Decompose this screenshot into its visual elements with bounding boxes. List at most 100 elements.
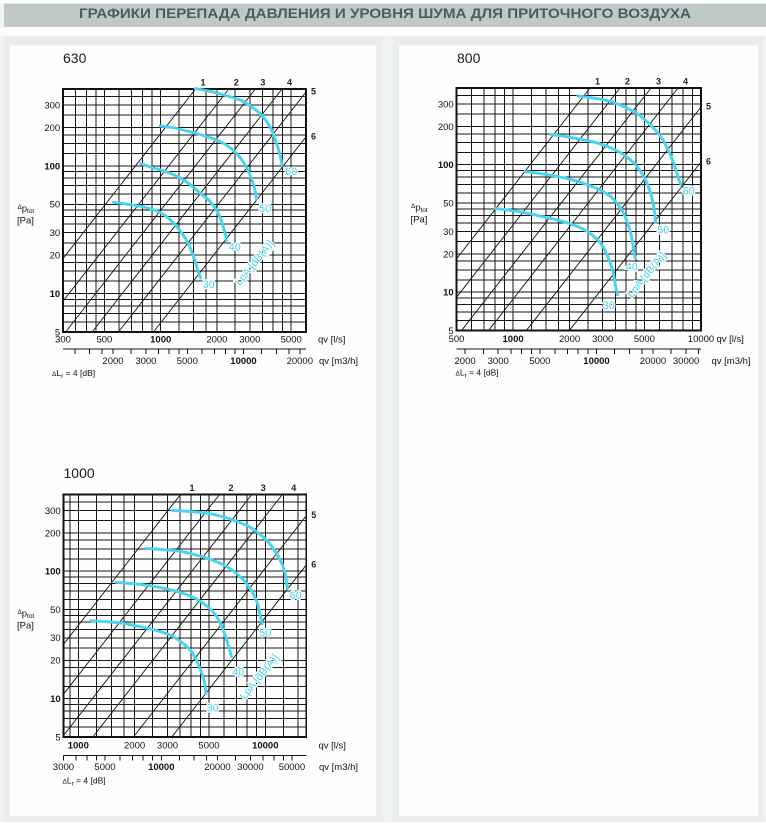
svg-text:60: 60 xyxy=(290,590,302,602)
svg-text:1: 1 xyxy=(200,78,205,88)
svg-text:800: 800 xyxy=(457,50,481,66)
svg-text:6: 6 xyxy=(311,559,316,569)
svg-text:5: 5 xyxy=(448,326,453,337)
svg-text:30: 30 xyxy=(50,228,61,239)
svg-text:30: 30 xyxy=(50,633,61,644)
svg-text:20000: 20000 xyxy=(640,356,666,367)
svg-text:5000: 5000 xyxy=(281,335,302,346)
svg-text:100: 100 xyxy=(45,567,61,578)
svg-text:50000: 50000 xyxy=(279,762,305,773)
svg-text:5000: 5000 xyxy=(634,334,655,345)
svg-text:2000: 2000 xyxy=(455,356,476,367)
svg-text:630: 630 xyxy=(63,50,87,66)
svg-text:Δptot: Δptot xyxy=(18,204,35,216)
svg-text:qv [m3/h]: qv [m3/h] xyxy=(319,762,358,773)
svg-text:30000: 30000 xyxy=(673,356,699,367)
svg-text:300: 300 xyxy=(55,335,71,346)
svg-text:4: 4 xyxy=(291,483,296,493)
svg-text:qv [m3/h]: qv [m3/h] xyxy=(712,356,751,367)
svg-text:30: 30 xyxy=(443,227,454,238)
svg-text:200: 200 xyxy=(45,528,61,539)
svg-text:5000: 5000 xyxy=(177,356,198,367)
svg-text:10: 10 xyxy=(443,288,454,299)
svg-text:20: 20 xyxy=(50,656,61,667)
svg-text:5: 5 xyxy=(311,510,316,520)
svg-text:6: 6 xyxy=(706,157,711,167)
svg-text:50: 50 xyxy=(443,199,454,210)
svg-text:50: 50 xyxy=(259,203,271,215)
svg-text:40: 40 xyxy=(626,262,638,274)
svg-text:5000: 5000 xyxy=(94,762,115,773)
svg-text:[Pa]: [Pa] xyxy=(17,621,34,632)
svg-text:3000: 3000 xyxy=(488,356,509,367)
svg-text:ГРАФИКИ ПЕРЕПАДА ДАВЛЕНИЯ И УР: ГРАФИКИ ПЕРЕПАДА ДАВЛЕНИЯ И УРОВНЯ ШУМА … xyxy=(79,6,691,21)
svg-text:4: 4 xyxy=(287,78,292,88)
svg-text:10000: 10000 xyxy=(583,356,609,367)
svg-text:1000: 1000 xyxy=(64,465,95,481)
svg-text:2000: 2000 xyxy=(559,334,580,345)
svg-text:200: 200 xyxy=(44,123,60,134)
svg-text:5: 5 xyxy=(55,327,60,338)
svg-text:2: 2 xyxy=(234,78,239,88)
svg-text:1: 1 xyxy=(189,483,194,493)
svg-text:30: 30 xyxy=(203,279,215,291)
svg-text:50: 50 xyxy=(50,605,61,616)
svg-text:30: 30 xyxy=(207,703,219,715)
svg-text:5: 5 xyxy=(311,87,316,97)
svg-text:6: 6 xyxy=(311,131,316,141)
svg-text:3000: 3000 xyxy=(53,762,74,773)
svg-text:[Pa]: [Pa] xyxy=(17,216,34,227)
svg-text:qv [m3/h]: qv [m3/h] xyxy=(319,356,358,367)
svg-text:ΔLr = 4 [dB]: ΔLr = 4 [dB] xyxy=(52,368,95,380)
svg-text:ΔLr = 4 [dB]: ΔLr = 4 [dB] xyxy=(63,776,106,788)
svg-text:[Pa]: [Pa] xyxy=(411,215,428,226)
svg-text:10000: 10000 xyxy=(230,356,256,367)
svg-text:20000: 20000 xyxy=(204,762,230,773)
svg-text:3000: 3000 xyxy=(135,356,156,367)
svg-text:10: 10 xyxy=(50,694,61,705)
svg-text:20: 20 xyxy=(50,251,61,262)
svg-text:30000: 30000 xyxy=(237,762,263,773)
svg-text:10000: 10000 xyxy=(252,741,278,752)
svg-text:Δptot: Δptot xyxy=(18,609,35,621)
svg-text:2000: 2000 xyxy=(206,335,227,346)
svg-text:10: 10 xyxy=(50,289,61,300)
svg-text:50: 50 xyxy=(259,628,271,640)
svg-text:30: 30 xyxy=(603,300,615,312)
svg-text:100: 100 xyxy=(44,161,60,172)
svg-text:20: 20 xyxy=(443,249,454,260)
svg-text:60: 60 xyxy=(285,166,297,178)
svg-text:3000: 3000 xyxy=(592,334,613,345)
svg-text:100: 100 xyxy=(438,160,454,171)
svg-text:300: 300 xyxy=(44,100,60,111)
svg-text:2: 2 xyxy=(625,77,630,87)
svg-text:10000: 10000 xyxy=(148,762,174,773)
svg-text:3: 3 xyxy=(261,483,266,493)
svg-text:qv [l/s]: qv [l/s] xyxy=(319,741,346,752)
svg-text:Δptot: Δptot xyxy=(411,203,428,215)
svg-text:500: 500 xyxy=(449,334,465,345)
svg-text:1000: 1000 xyxy=(68,741,89,752)
svg-text:50: 50 xyxy=(657,225,669,237)
svg-text:10000: 10000 xyxy=(688,334,714,345)
svg-text:1000: 1000 xyxy=(150,335,171,346)
svg-text:1000: 1000 xyxy=(503,334,524,345)
svg-text:ΔLr = 4 [dB]: ΔLr = 4 [dB] xyxy=(456,368,499,380)
svg-text:2000: 2000 xyxy=(102,356,123,367)
svg-text:qv [l/s]: qv [l/s] xyxy=(318,335,345,346)
svg-text:1: 1 xyxy=(595,77,600,87)
svg-text:4: 4 xyxy=(683,77,688,87)
svg-text:300: 300 xyxy=(438,99,454,110)
svg-text:qv [l/s]: qv [l/s] xyxy=(717,334,744,345)
svg-text:50: 50 xyxy=(50,200,61,211)
svg-text:5000: 5000 xyxy=(529,356,550,367)
svg-text:5: 5 xyxy=(706,102,711,112)
svg-text:3: 3 xyxy=(260,78,265,88)
svg-text:3000: 3000 xyxy=(157,741,178,752)
svg-text:3: 3 xyxy=(656,77,661,87)
svg-text:5000: 5000 xyxy=(198,741,219,752)
svg-text:500: 500 xyxy=(96,335,112,346)
svg-text:40: 40 xyxy=(232,667,244,679)
svg-text:2: 2 xyxy=(228,483,233,493)
svg-text:20000: 20000 xyxy=(287,356,313,367)
